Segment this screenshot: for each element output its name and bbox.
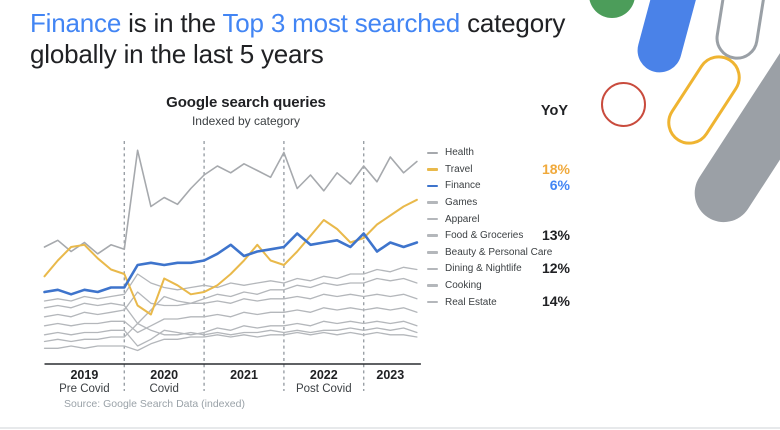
series-line-real-estate (43, 331, 418, 352)
legend-item-travel: Travel (427, 161, 552, 178)
yoy-value-real-estate: 14% (541, 293, 570, 310)
legend-label-dining-and-nightlife: Dining & Nightlife (445, 263, 522, 275)
year-label: 2020 (150, 368, 179, 382)
legend-label-health: Health (445, 147, 474, 159)
series-line-finance (43, 232, 419, 296)
x-axis-label-2019: 2019 Pre Covid (39, 368, 129, 395)
x-axis-label-2022: 2022 Post Covid (279, 368, 369, 395)
legend-item-dining-and-nightlife: Dining & Nightlife (427, 261, 552, 278)
slide-title-text-2: category globally in the last 5 years (30, 8, 566, 69)
decor-red-circle-outline-icon (601, 82, 646, 127)
year-caption: Post Covid (295, 383, 352, 395)
series-line-apparel (43, 277, 418, 325)
series-line-cooking (43, 322, 418, 343)
series-line-dining-and-nightlife (43, 320, 418, 347)
slide-title-accent-top3: Top 3 most searched (222, 8, 461, 38)
legend-swatch-games (427, 201, 438, 204)
yoy-value-dining-and-nightlife: 12% (541, 260, 570, 277)
legend-item-health: Health (427, 145, 552, 162)
legend-item-beauty-and-personal-care: Beauty & Personal Care (427, 244, 552, 261)
chart-legend: Health Travel Finance Games Apparel Food & Gr… (427, 145, 552, 311)
year-label: 2023 (376, 368, 405, 382)
legend-swatch-health (427, 151, 438, 155)
yoy-value-finance: 6% (549, 177, 570, 194)
slide-title-accent-finance: Finance (30, 8, 122, 38)
yoy-value-food-and-groceries: 13% (541, 227, 570, 243)
series-line-health (43, 149, 418, 255)
series-line-travel (43, 198, 418, 316)
yoy-column-header: YoY (540, 103, 568, 119)
year-label: 2021 (230, 368, 258, 382)
legend-swatch-dining-and-nightlife (427, 267, 438, 271)
chart-header: Google search queries Indexed by categor… (96, 94, 396, 128)
legend-label-cooking: Cooking (445, 280, 482, 292)
x-axis-label-2021: 2021 (199, 368, 289, 382)
yoy-value-travel: 18% (541, 160, 570, 177)
slide-bottom-divider (0, 427, 780, 429)
year-caption: Pre Covid (59, 383, 110, 395)
series-line-food-and-groceries (43, 291, 418, 318)
year-label: 2022 (309, 368, 338, 382)
year-label: 2019 (70, 368, 99, 382)
legend-swatch-cooking (427, 284, 438, 287)
legend-item-apparel: Apparel (427, 211, 552, 228)
source-note: Source: Google Search Data (indexed) (64, 398, 245, 410)
legend-label-food-and-groceries: Food & Groceries (445, 230, 524, 242)
series-line-beauty-and-personal-care (43, 307, 418, 334)
x-axis-label-2023: 2023 (345, 368, 435, 382)
legend-label-beauty-and-personal-care: Beauty & Personal Care (445, 246, 553, 258)
legend-label-apparel: Apparel (445, 213, 480, 225)
legend-swatch-real-estate (427, 300, 438, 304)
slide-title: Finance is in the Top 3 most searched ca… (30, 8, 630, 70)
legend-swatch-beauty-and-personal-care (427, 251, 438, 254)
legend-item-games: Games (427, 194, 552, 211)
legend-item-cooking: Cooking (427, 277, 552, 294)
legend-item-food-and-groceries: Food & Groceries (427, 227, 552, 244)
legend-item-real-estate: Real Estate (427, 294, 552, 311)
legend-label-finance: Finance (445, 180, 481, 192)
decor-green-circle-icon (589, 0, 635, 18)
legend-label-real-estate: Real Estate (445, 296, 497, 308)
legend-swatch-food-and-groceries (427, 234, 438, 238)
year-caption: Covid (149, 383, 179, 395)
legend-swatch-apparel (427, 217, 438, 221)
legend-item-finance: Finance (427, 178, 552, 195)
legend-label-games: Games (445, 197, 478, 209)
legend-swatch-travel (427, 168, 438, 171)
slide-title-text-1: is in the (121, 8, 223, 38)
series-line-games (43, 266, 418, 302)
chart-subtitle: Indexed by category (191, 114, 301, 128)
x-axis-label-2020: 2020 Covid (119, 368, 209, 395)
chart-title: Google search queries (166, 94, 326, 111)
legend-label-travel: Travel (445, 163, 473, 175)
legend-swatch-finance (427, 184, 438, 188)
